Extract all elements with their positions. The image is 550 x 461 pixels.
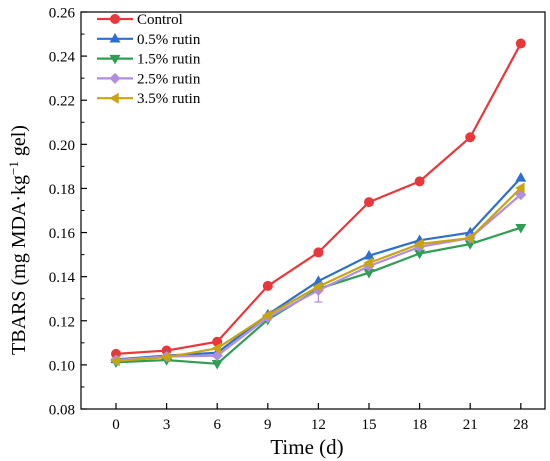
legend-item: Control (97, 12, 183, 28)
legend-item: 0.5% rutin (97, 32, 201, 48)
x-tick-label: 12 (311, 417, 326, 433)
legend-marker (109, 33, 121, 43)
data-point (110, 355, 120, 367)
data-point (312, 281, 323, 293)
legend-label: Control (137, 12, 183, 28)
data-point (211, 360, 223, 370)
y-tick-label: 0.12 (49, 314, 75, 330)
data-point (414, 249, 426, 260)
data-point (465, 132, 476, 143)
series-3-5-rutin (110, 182, 525, 367)
data-point (363, 268, 375, 279)
data-point (414, 176, 425, 187)
series-line (115, 177, 522, 361)
legend-label: 0.5% rutin (137, 32, 201, 48)
series-layer (110, 38, 527, 370)
legend-marker (109, 92, 119, 104)
legend: Control 0.5% rutin 1.5% rutin 2.5% rutin 3.5… (97, 12, 201, 107)
legend-marker (110, 14, 120, 24)
y-tick-label: 0.14 (49, 270, 76, 286)
y-axis-label-sup: −1 (6, 161, 21, 175)
x-tick-label: 0 (112, 417, 120, 433)
y-tick-label: 0.24 (49, 50, 76, 66)
data-point (515, 223, 527, 234)
y-axis-label-main: TBARS (mg MDA·kg (8, 175, 30, 355)
legend-marker (109, 54, 121, 65)
data-point (515, 172, 527, 182)
data-point (515, 38, 526, 49)
data-point (363, 257, 373, 269)
data-point (160, 351, 171, 363)
legend-item: 2.5% rutin (97, 71, 201, 87)
legend-label: 1.5% rutin (137, 52, 201, 68)
x-tick-label: 28 (513, 417, 528, 433)
y-tick-label: 0.22 (49, 94, 75, 110)
data-point (363, 249, 375, 260)
legend-marker (109, 72, 121, 84)
data-point (262, 309, 272, 321)
x-tick-label: 3 (163, 417, 171, 433)
x-axis-label: Time (d) (270, 435, 343, 459)
legend-item: 1.5% rutin (97, 52, 201, 68)
y-tick-label: 0.18 (49, 182, 75, 198)
data-point (515, 182, 525, 194)
series-line (115, 187, 522, 363)
data-point (262, 280, 273, 291)
x-tick-label: 18 (412, 417, 427, 433)
series-0-5-rutin (110, 172, 527, 364)
data-point (464, 232, 474, 244)
data-point (211, 342, 221, 354)
axes: 0.08 0.10 0.12 0.14 0.16 0.18 0.20 0.22 0.24 0.26… (49, 6, 546, 433)
y-tick-label: 0.10 (49, 358, 75, 374)
legend-label: 3.5% rutin (137, 91, 201, 107)
x-tick-label: 15 (362, 417, 377, 433)
y-axis-label: TBARS (mg MDA·kg−1 gel) (6, 125, 30, 355)
legend-label: 2.5% rutin (137, 71, 201, 87)
y-tick-label: 0.26 (49, 6, 76, 22)
y-tick-label: 0.16 (49, 226, 76, 242)
x-tick-label: 9 (264, 417, 272, 433)
legend-item: 3.5% rutin (97, 91, 201, 107)
y-axis-label-tail: gel) (8, 125, 30, 161)
series-control (111, 38, 526, 359)
series-line (115, 43, 522, 355)
x-tick-label: 6 (213, 417, 221, 433)
y-tick-label: 0.08 (49, 403, 75, 419)
data-point (364, 197, 374, 208)
x-tick-label: 21 (463, 417, 478, 433)
y-tick-label: 0.20 (49, 138, 75, 154)
data-point (413, 238, 424, 250)
data-point (313, 247, 324, 258)
